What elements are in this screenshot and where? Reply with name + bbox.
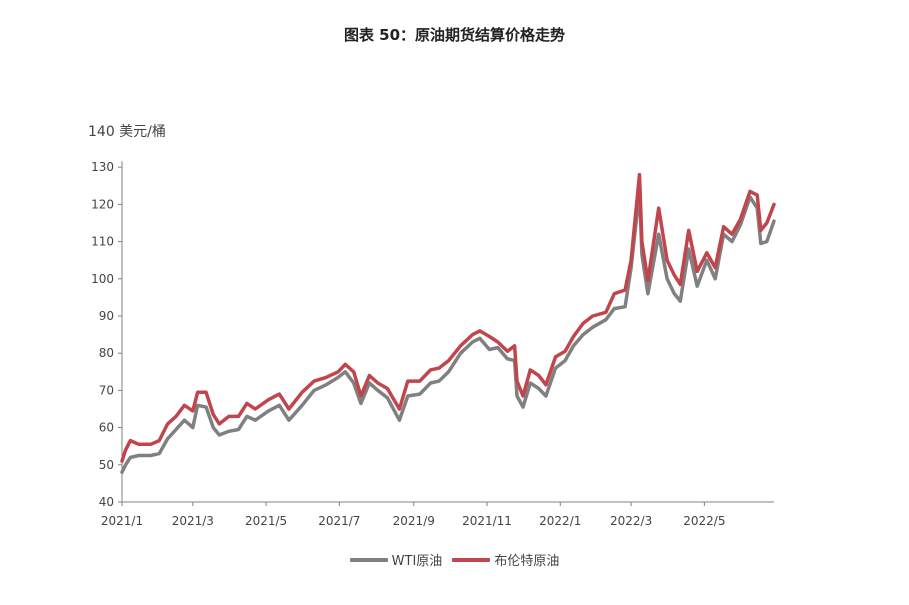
series-line-brent [120,172,776,463]
y-tick-label: 40 [99,495,114,509]
x-tick-label: 2021/1 [101,514,143,528]
legend-label-wti: WTI原油 [391,554,443,569]
y-tick-label: 90 [99,309,114,323]
x-tick-label: 2021/3 [172,514,214,528]
x-tick-label: 2022/1 [539,514,581,528]
x-tick-label: 2021/9 [393,514,435,528]
legend-swatch-wti [349,557,388,562]
y-tick-label: 130 [91,160,114,174]
legend-item-brent: 布伦特原油 [452,550,559,569]
x-tick-label: 2021/7 [318,514,360,528]
y-tick-label: 100 [91,272,114,286]
y-axis-unit-label: 140 美元/桶 [88,124,166,140]
series-line-wti [120,189,776,474]
y-tick-label: 50 [99,458,114,472]
y-tick-label: 70 [99,383,114,397]
x-tick-label: 2021/5 [245,514,287,528]
legend-item-wti: WTI原油 [349,550,443,569]
y-tick-label: 60 [99,421,114,435]
chart-legend: WTI原油 布伦特原油 [0,550,909,569]
x-tick-label: 2021/11 [462,514,512,528]
y-tick-label: 80 [99,346,114,360]
legend-swatch-brent [452,557,491,562]
y-tick-label: 110 [91,235,114,249]
y-tick-label: 120 [91,197,114,211]
chart-axes: 40 50 60 70 80 90 100 110 120 130 2021/1 2021/3 2021… [91,160,774,528]
x-tick-label: 2022/5 [683,514,725,528]
x-tick-label: 2022/3 [610,514,652,528]
chart-title: 图表 50：原油期货结算价格走势 [343,26,566,44]
legend-label-brent: 布伦特原油 [494,554,560,569]
series-layer [120,172,776,474]
